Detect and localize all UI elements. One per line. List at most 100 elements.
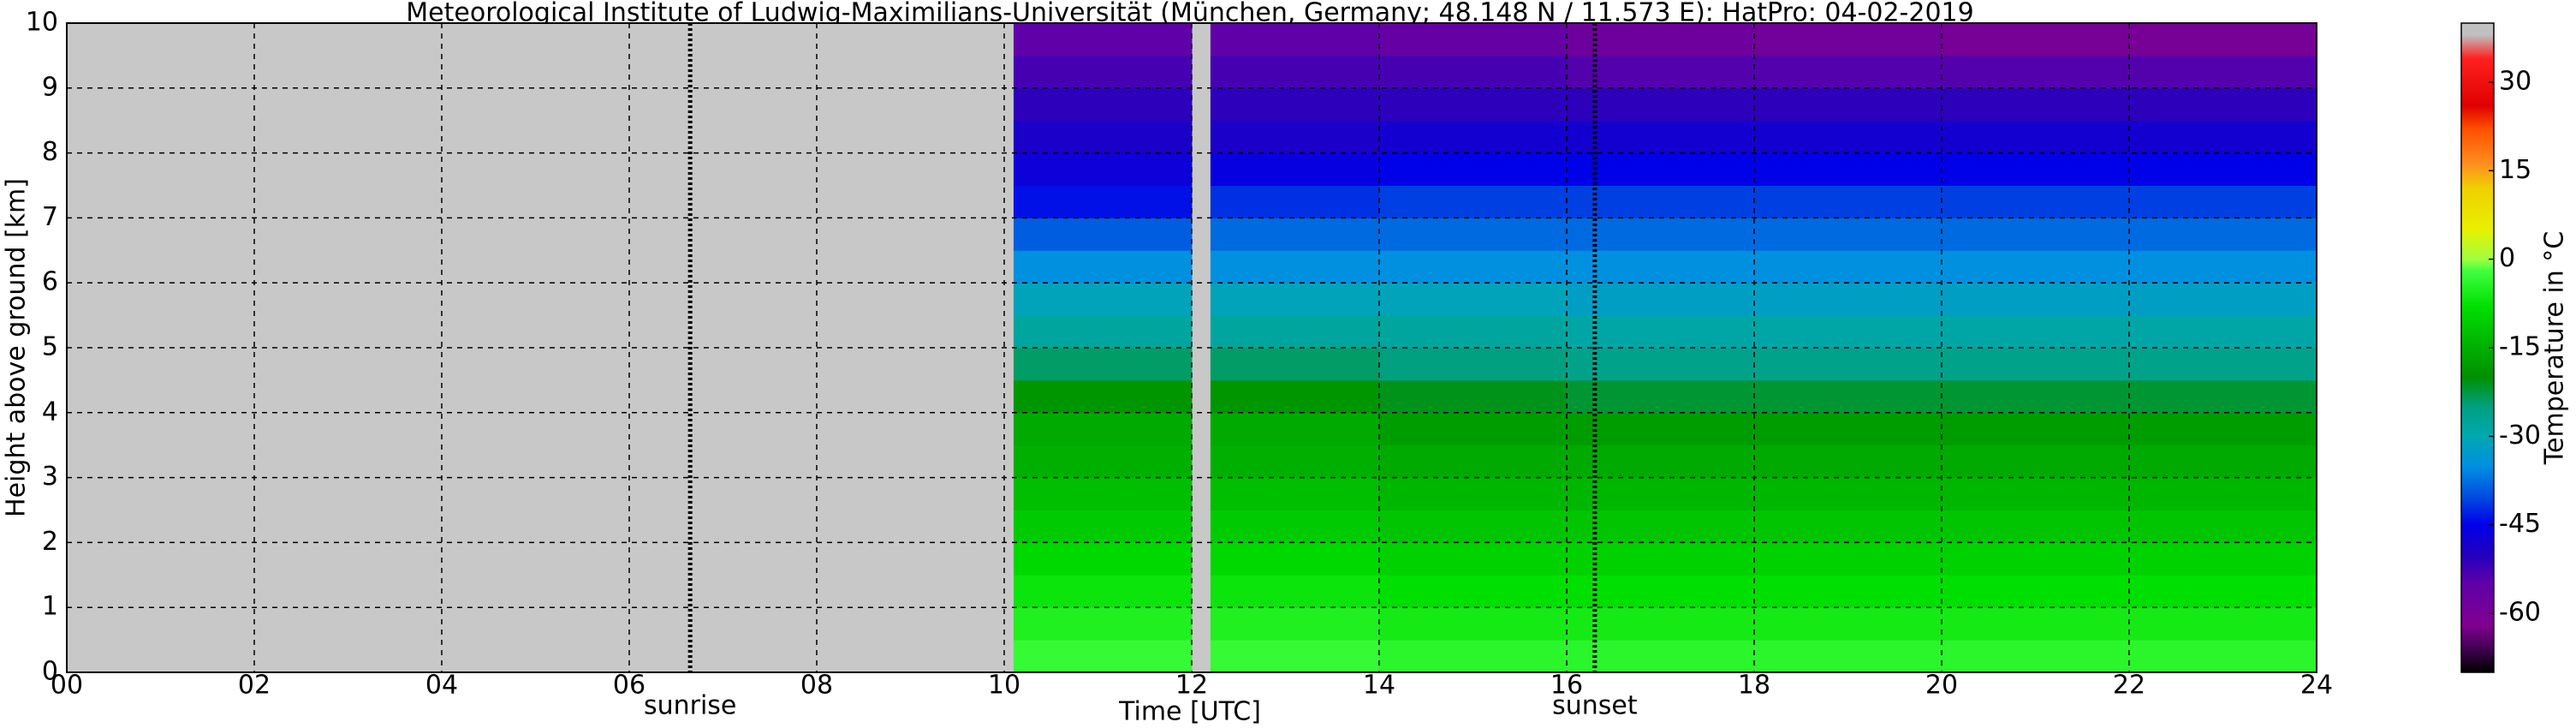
heatmap-cell bbox=[2129, 250, 2317, 283]
heatmap-cell bbox=[2129, 542, 2317, 576]
heatmap-cell bbox=[1379, 412, 1568, 446]
heatmap-cell bbox=[1013, 412, 1193, 446]
heatmap-cell bbox=[2129, 348, 2317, 381]
heatmap-cell bbox=[1754, 152, 1942, 186]
heatmap-cell bbox=[1567, 607, 1755, 641]
heatmap-cell bbox=[1942, 23, 2130, 57]
heatmap-cell bbox=[1567, 510, 1755, 543]
heatmap-cell bbox=[1013, 510, 1193, 543]
heatmap-cell bbox=[1942, 575, 2130, 608]
heatmap-cell bbox=[1013, 120, 1193, 154]
heatmap-cell bbox=[1013, 348, 1193, 381]
heatmap-cell bbox=[1379, 55, 1568, 89]
colorbar-tick-label: -45 bbox=[2499, 509, 2541, 539]
heatmap-cell bbox=[1754, 218, 1942, 251]
heatmap-cell bbox=[1379, 152, 1568, 186]
heatmap-cell bbox=[2129, 152, 2317, 186]
heatmap-cell bbox=[1379, 575, 1568, 608]
y-tick-label: 0 bbox=[42, 657, 58, 687]
heatmap-cell bbox=[1567, 120, 1755, 154]
x-tick-label: 16 bbox=[1550, 671, 1583, 701]
heatmap-cell bbox=[1379, 379, 1568, 414]
x-tick-label: 24 bbox=[2300, 671, 2333, 701]
x-tick-label: 00 bbox=[51, 671, 83, 701]
heatmap-cell bbox=[2129, 315, 2317, 349]
heatmap-cell bbox=[1013, 607, 1193, 641]
heatmap-cell bbox=[1379, 510, 1568, 543]
heatmap-cell bbox=[1567, 250, 1755, 283]
heatmap-cell bbox=[1379, 315, 1568, 349]
heatmap-cell bbox=[1567, 283, 1755, 316]
heatmap-cell bbox=[1210, 185, 1380, 218]
heatmap-cell bbox=[1210, 445, 1380, 479]
annotation-label: sunrise bbox=[644, 691, 736, 721]
heatmap-cell bbox=[1210, 607, 1380, 641]
heatmap-cell bbox=[1379, 218, 1568, 251]
heatmap-cell bbox=[1210, 283, 1380, 316]
heatmap-cell bbox=[2129, 120, 2317, 154]
heatmap-cell bbox=[1210, 510, 1380, 543]
heatmap-cell bbox=[1754, 120, 1942, 154]
heatmap-cell bbox=[1942, 152, 2130, 186]
y-tick-label: 6 bbox=[42, 267, 58, 297]
heatmap-cell bbox=[1754, 542, 1942, 576]
x-tick-label: 06 bbox=[613, 671, 645, 701]
heatmap-cell bbox=[1754, 510, 1942, 543]
heatmap-cell bbox=[2129, 283, 2317, 316]
heatmap-cell bbox=[1567, 87, 1755, 122]
x-tick-label: 14 bbox=[1363, 671, 1395, 701]
x-tick-label: 04 bbox=[425, 671, 458, 701]
heatmap-cell bbox=[1013, 23, 1193, 57]
heatmap-cell bbox=[1754, 412, 1942, 446]
x-tick-label: 18 bbox=[1738, 671, 1770, 701]
heatmap-cell bbox=[1210, 87, 1380, 122]
heatmap-cell bbox=[2129, 185, 2317, 218]
heatmap-cell bbox=[1379, 185, 1568, 218]
heatmap-cell bbox=[2129, 412, 2317, 446]
heatmap-cell bbox=[2129, 445, 2317, 479]
x-axis-label: Time [UTC] bbox=[1118, 697, 1261, 727]
heatmap-cell bbox=[1754, 315, 1942, 349]
heatmap-cell bbox=[1567, 185, 1755, 218]
colorbar-tick-label: -30 bbox=[2499, 421, 2541, 451]
y-tick-label: 8 bbox=[42, 137, 58, 167]
annotation-label: sunset bbox=[1552, 691, 1638, 721]
heatmap-cell bbox=[1942, 120, 2130, 154]
heatmap-cell bbox=[1210, 120, 1380, 154]
heatmap-cell bbox=[1942, 315, 2130, 349]
heatmap-cell bbox=[1379, 542, 1568, 576]
heatmap-cell bbox=[1013, 55, 1193, 89]
heatmap-cell bbox=[1754, 55, 1942, 89]
colorbar-tick-label: 0 bbox=[2499, 243, 2515, 273]
heatmap-cell bbox=[1013, 640, 1193, 673]
heatmap-cell bbox=[1942, 640, 2130, 673]
heatmap-cell bbox=[1379, 607, 1568, 641]
heatmap-cell bbox=[1013, 315, 1193, 349]
heatmap-cell bbox=[2129, 379, 2317, 414]
y-tick-label: 7 bbox=[42, 202, 58, 232]
heatmap-cell bbox=[1567, 445, 1755, 479]
y-tick-label: 10 bbox=[26, 8, 58, 38]
heatmap-cell bbox=[1942, 510, 2130, 543]
heatmap-cell bbox=[1942, 283, 2130, 316]
heatmap-cell bbox=[1567, 152, 1755, 186]
heatmap-cell bbox=[1379, 87, 1568, 122]
colorbar-tick-label: -15 bbox=[2499, 332, 2541, 362]
heatmap-cell bbox=[2129, 477, 2317, 510]
heatmap-cell bbox=[1754, 445, 1942, 479]
heatmap-cell bbox=[2129, 87, 2317, 122]
heatmap-cell bbox=[1013, 152, 1193, 186]
heatmap-cell bbox=[1210, 315, 1380, 349]
plot-frame bbox=[66, 22, 2317, 673]
heatmap-cell bbox=[1379, 283, 1568, 316]
y-tick-label: 9 bbox=[42, 72, 58, 102]
heatmap-cell bbox=[2129, 640, 2317, 673]
heatmap-cell bbox=[1013, 250, 1193, 283]
heatmap-cell bbox=[2129, 218, 2317, 251]
x-tick-label: 20 bbox=[1925, 671, 1958, 701]
heatmap-cell bbox=[1754, 23, 1942, 57]
heatmap-cell bbox=[1942, 412, 2130, 446]
heatmap-cell bbox=[1754, 283, 1942, 316]
heatmap-cell bbox=[1754, 379, 1942, 414]
